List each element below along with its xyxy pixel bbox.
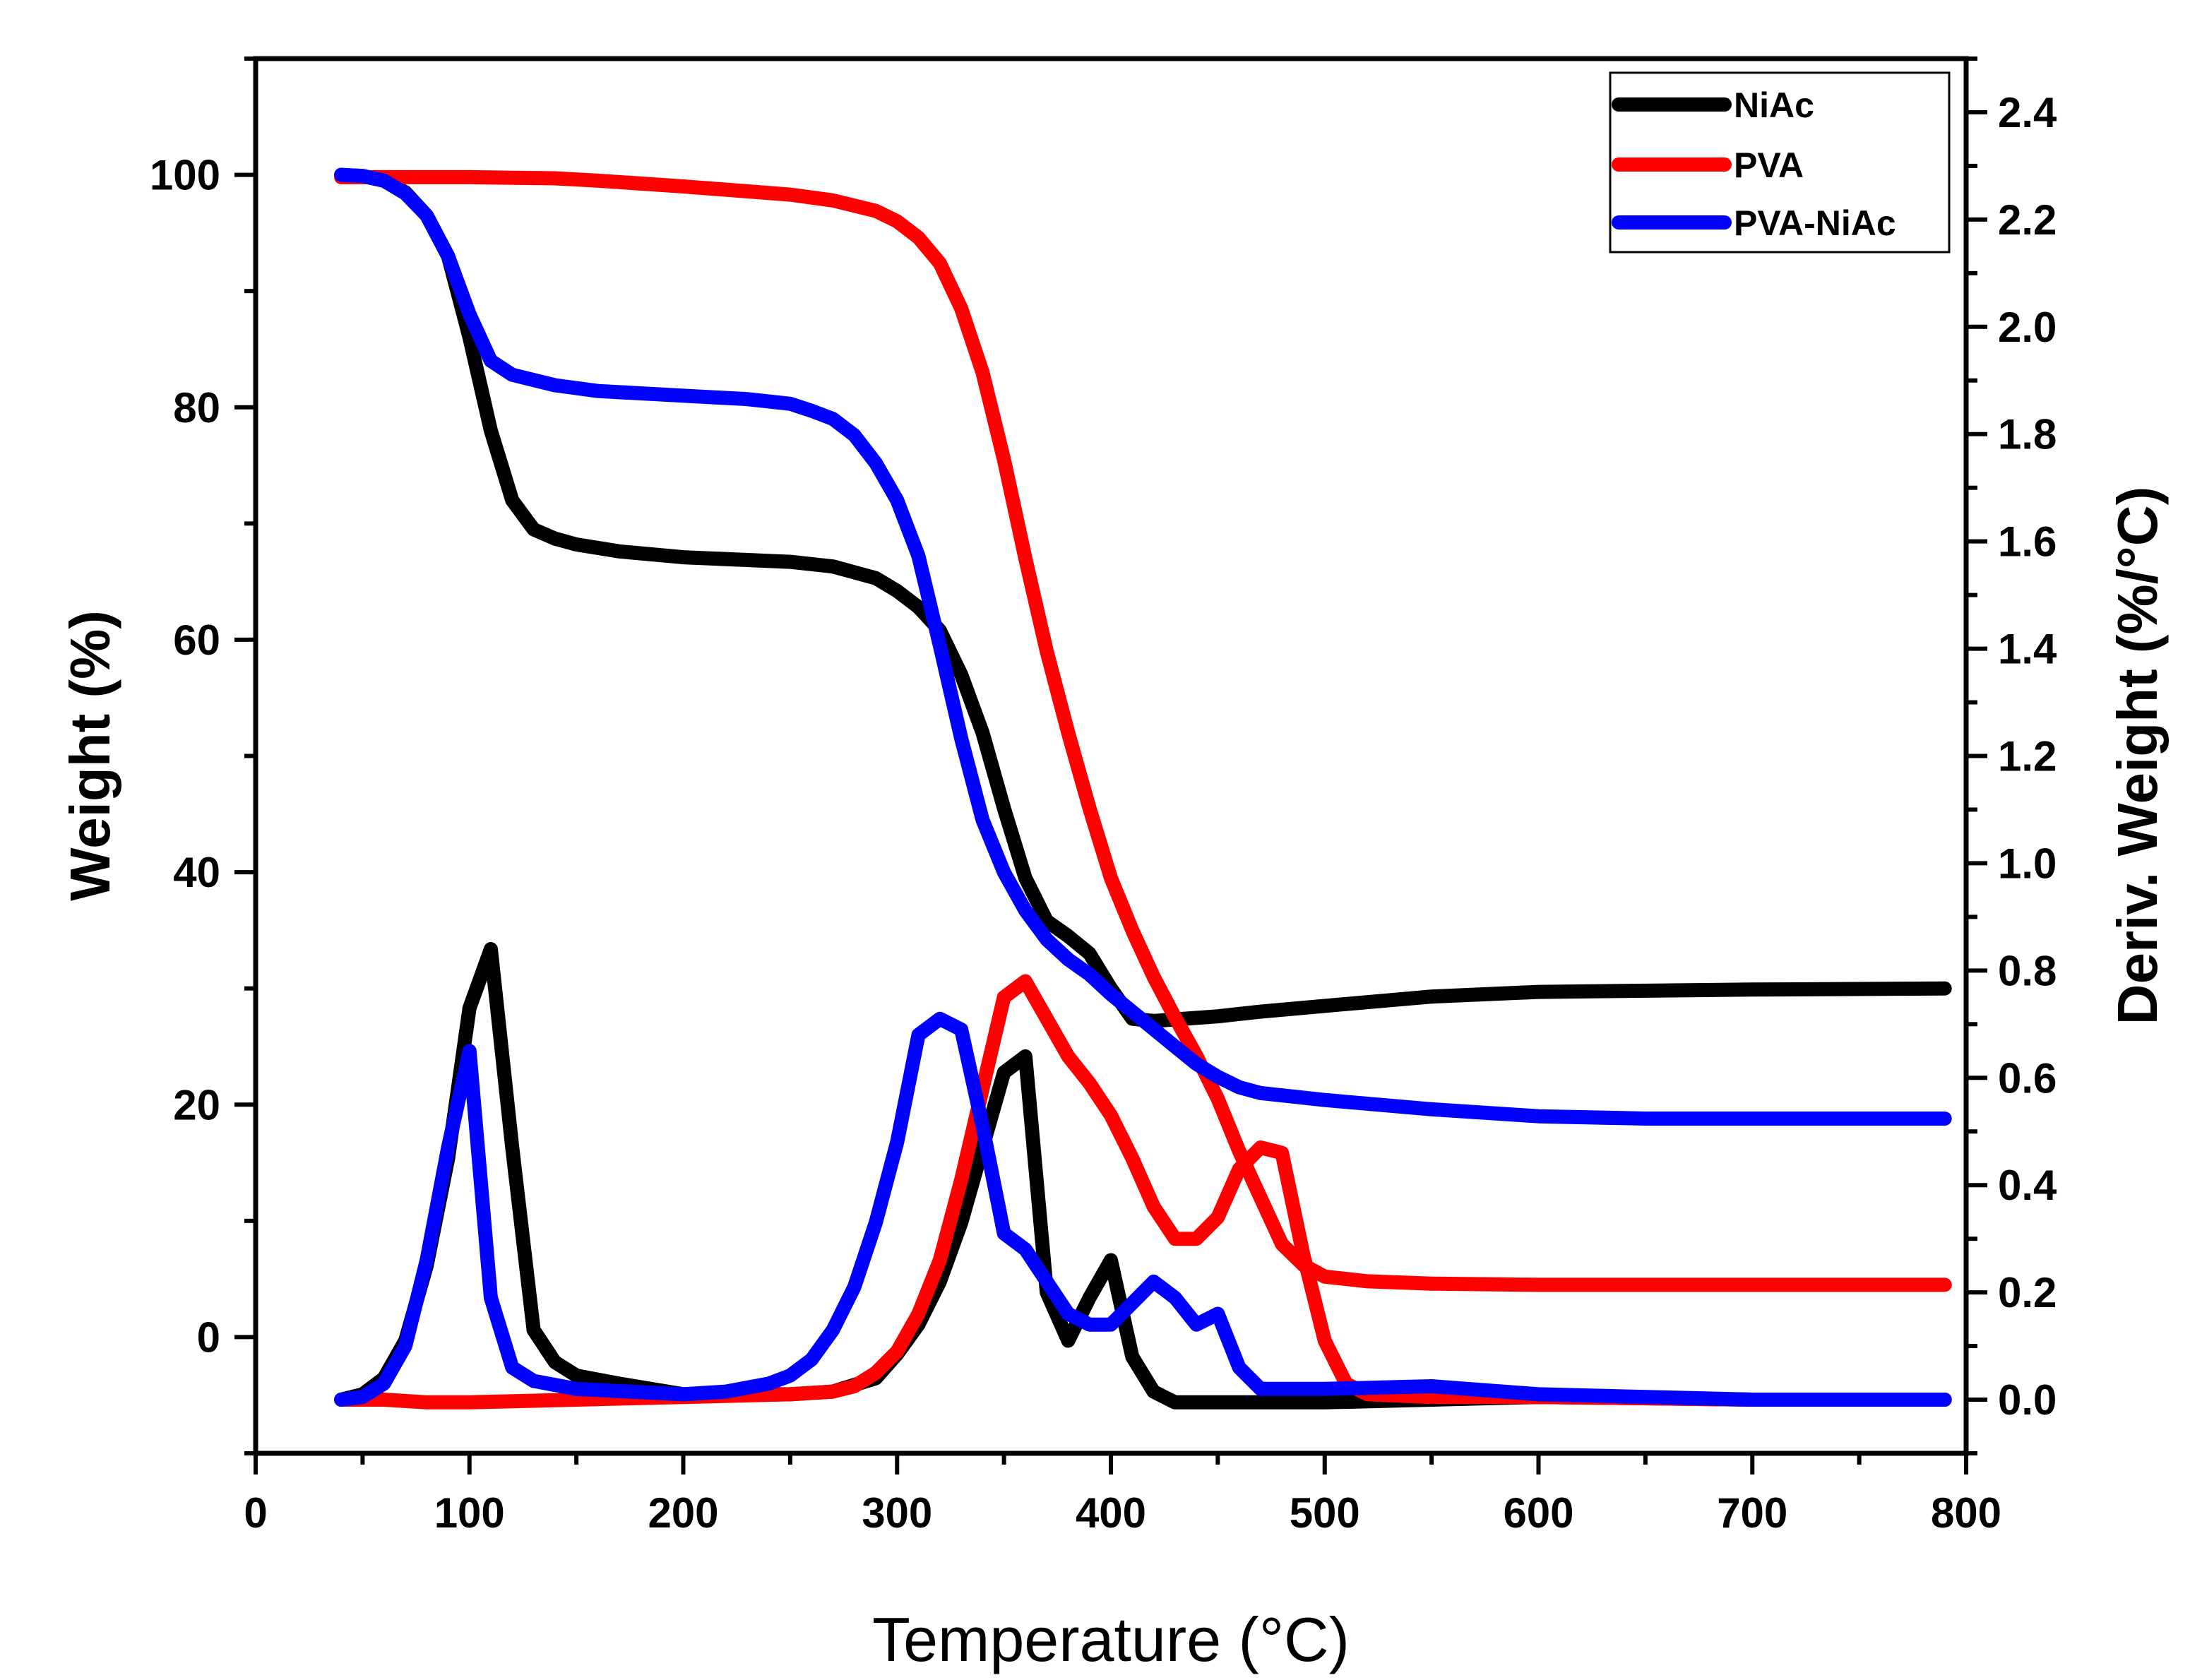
y-tick-label: 100 xyxy=(150,152,220,199)
series-line-pva-niac-weight xyxy=(334,167,1952,1126)
x-tick-label: 100 xyxy=(434,1489,505,1537)
x-tick-label: 300 xyxy=(862,1489,932,1537)
series-line-pva-niac-derivative xyxy=(334,1011,1952,1407)
x-axis-title: Temperature (°C) xyxy=(872,1604,1350,1674)
y-tick-label: 20 xyxy=(173,1081,220,1128)
y-tick-label: 60 xyxy=(173,616,220,664)
series-line-niac-weight xyxy=(334,167,1952,1028)
y-tick-label: 40 xyxy=(173,849,220,896)
y2-tick-label: 0.6 xyxy=(1998,1054,2057,1102)
axis-layer: 0 100 200 300 400 500 600 700 800 0 20 40 60 80 100 0.0… xyxy=(150,56,2057,1537)
legend: NiAc PVA PVA-NiAc xyxy=(1609,71,1951,254)
plot-frame xyxy=(253,56,1969,1456)
x-tick-label: 800 xyxy=(1931,1489,2001,1537)
legend-label-pva-niac: PVA-NiAc xyxy=(1734,203,1896,243)
y2-tick-label: 2.0 xyxy=(1998,304,2057,351)
x-tick-label: 600 xyxy=(1503,1489,1573,1537)
y2-tick-label: 1.0 xyxy=(1998,840,2057,887)
y-tick-label: 0 xyxy=(197,1313,220,1361)
x-tick-label: 500 xyxy=(1290,1489,1360,1537)
x-tick-label: 700 xyxy=(1717,1489,1787,1537)
y2-tick-label: 2.2 xyxy=(1998,196,2057,244)
x-tick-label: 400 xyxy=(1076,1489,1146,1537)
y2-tick-label: 0.8 xyxy=(1998,947,2057,994)
y2-tick-label: 1.2 xyxy=(1998,733,2057,780)
y-tick-label: 80 xyxy=(173,384,220,431)
y2-tick-label: 0.4 xyxy=(1998,1162,2057,1209)
y2-axis-title: Deriv. Weight (%/°C) xyxy=(2106,487,2169,1025)
legend-label-niac: NiAc xyxy=(1734,85,1814,125)
y2-tick-label: 0.0 xyxy=(1998,1376,2057,1424)
y2-tick-label: 1.6 xyxy=(1998,518,2057,566)
y-axis-title: Weight (%) xyxy=(59,610,121,901)
y2-tick-label: 0.2 xyxy=(1998,1269,2057,1316)
y2-tick-label: 2.4 xyxy=(1998,89,2057,136)
series-line-pva-derivative xyxy=(334,974,1952,1410)
legend-label-pva: PVA xyxy=(1734,145,1804,185)
y2-tick-label: 1.8 xyxy=(1998,411,2057,458)
series-layer xyxy=(334,167,1952,1410)
y2-tick-label: 1.4 xyxy=(1998,626,2057,673)
x-tick-label: 0 xyxy=(244,1489,267,1537)
x-tick-label: 200 xyxy=(648,1489,718,1537)
